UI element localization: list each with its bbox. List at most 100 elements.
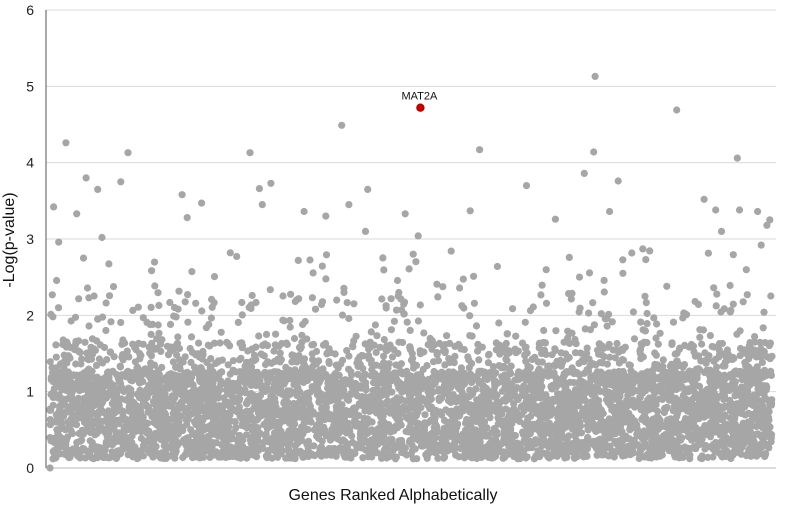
data-point: [528, 355, 536, 363]
data-point: [521, 318, 529, 326]
data-point: [154, 321, 162, 329]
data-point: [78, 426, 86, 434]
data-point: [290, 334, 299, 343]
data-point: [154, 408, 162, 416]
data-point: [119, 356, 127, 364]
data-point: [90, 345, 98, 353]
data-point: [383, 452, 392, 460]
data-point: [433, 280, 441, 288]
data-point: [48, 291, 56, 299]
data-point: [499, 454, 507, 462]
data-point: [302, 418, 310, 426]
data-point: [558, 431, 566, 439]
data-point: [179, 423, 187, 431]
data-point: [641, 404, 649, 413]
data-point: [395, 288, 403, 297]
data-point: [238, 421, 246, 430]
data-point: [553, 420, 561, 428]
data-point: [581, 397, 590, 405]
data-point: [556, 394, 565, 402]
data-point: [166, 298, 174, 307]
data-point: [526, 437, 534, 446]
data-point: [248, 291, 256, 300]
data-point: [337, 360, 345, 368]
data-point: [139, 441, 147, 450]
data-point: [663, 282, 671, 290]
data-point: [629, 396, 637, 404]
data-point: [565, 290, 573, 298]
data-point: [260, 438, 268, 447]
data-point: [635, 454, 643, 463]
data-point: [56, 402, 64, 410]
data-point: [717, 308, 725, 316]
data-point: [235, 434, 244, 442]
data-point: [365, 345, 373, 353]
data-point: [269, 446, 277, 454]
data-point: [238, 298, 246, 307]
data-point: [710, 284, 718, 292]
data-point: [483, 391, 492, 399]
data-point: [206, 342, 214, 350]
data-point: [224, 361, 232, 369]
data-point: [555, 376, 563, 384]
data-point: [596, 359, 604, 367]
data-point: [261, 399, 269, 407]
data-point: [372, 348, 380, 356]
data-point: [760, 308, 768, 316]
data-point: [507, 370, 515, 378]
data-point: [380, 336, 388, 344]
data-point: [199, 453, 207, 461]
data-point: [52, 453, 60, 462]
data-point: [726, 396, 734, 404]
data-point: [678, 434, 686, 442]
data-point: [168, 392, 177, 400]
data-point: [299, 402, 307, 410]
data-point: [707, 392, 715, 401]
data-point: [603, 322, 611, 330]
data-point: [535, 365, 543, 373]
data-point: [456, 284, 464, 292]
data-point: [590, 321, 599, 329]
data-point: [308, 294, 316, 302]
data-point: [409, 364, 418, 372]
data-point: [134, 303, 142, 311]
data-point: [195, 371, 203, 379]
data-point: [397, 295, 405, 303]
data-point: [736, 344, 745, 353]
data-point: [526, 307, 535, 315]
data-point: [314, 387, 322, 395]
data-point: [235, 384, 243, 392]
data-point: [105, 292, 114, 300]
data-point: [322, 339, 330, 348]
data-point: [466, 332, 474, 340]
data-point: [551, 346, 560, 355]
data-point: [72, 340, 80, 348]
data-point: [602, 418, 610, 426]
data-point: [520, 407, 528, 415]
data-point: [118, 437, 126, 446]
data-point: [233, 252, 241, 261]
data-point: [479, 450, 488, 458]
data-point: [650, 375, 658, 383]
data-point: [597, 310, 605, 318]
data-point: [75, 295, 83, 303]
data-point: [175, 287, 183, 295]
data-point: [403, 318, 411, 326]
data-point: [499, 387, 507, 395]
data-point: [767, 399, 775, 407]
data-point: [125, 444, 133, 452]
data-point: [294, 369, 303, 377]
data-point: [318, 262, 326, 270]
data-point: [568, 329, 576, 337]
data-point: [454, 396, 462, 404]
data-point: [600, 288, 608, 296]
data-point: [380, 359, 388, 367]
data-point: [510, 405, 518, 413]
data-point: [253, 416, 261, 424]
data-point: [580, 379, 588, 387]
data-point: [457, 364, 465, 372]
data-point: [359, 400, 367, 408]
data-point: [438, 442, 446, 450]
data-point: [204, 433, 212, 441]
data-point: [377, 413, 385, 421]
